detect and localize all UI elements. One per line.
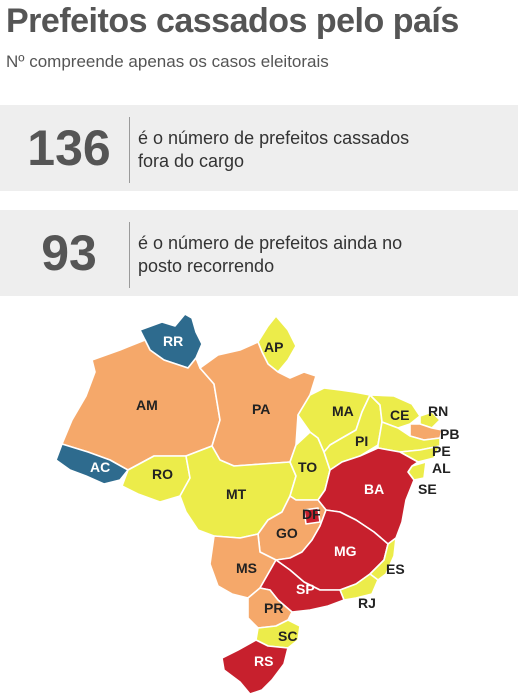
page-title: Prefeitos cassados pelo país xyxy=(6,2,459,40)
stat-box-removed: 136 é o número de prefeitos cassados for… xyxy=(0,105,518,191)
page-subtitle: Nº compreende apenas os casos eleitorais xyxy=(6,52,329,71)
state-pr xyxy=(247,587,293,629)
state-label-sp: SP xyxy=(296,581,315,597)
stat-description: é o número de prefeitos ainda no posto r… xyxy=(138,232,498,278)
state-label-ro: RO xyxy=(152,466,173,482)
stat-divider xyxy=(129,222,130,288)
state-rn xyxy=(419,411,441,429)
state-label-am: AM xyxy=(136,397,158,413)
state-df xyxy=(303,507,321,525)
state-label-rs: RS xyxy=(254,653,273,669)
state-label-ap: AP xyxy=(264,339,283,355)
state-label-rn: RN xyxy=(428,403,448,419)
stat-description-line: é o número de prefeitos cassados xyxy=(138,128,410,148)
state-label-ac: AC xyxy=(90,459,110,475)
state-label-rr: RR xyxy=(163,333,183,349)
state-label-al: AL xyxy=(432,460,451,476)
state-label-pe: PE xyxy=(432,443,451,459)
state-label-ms: MS xyxy=(236,560,257,576)
state-label-es: ES xyxy=(386,561,405,577)
brazil-map: RR AP AM PA AC RO MT MA PI CE RN PB PE A… xyxy=(55,313,459,695)
state-rj xyxy=(339,573,379,601)
state-label-go: GO xyxy=(276,525,298,541)
state-es xyxy=(369,537,397,581)
stat-description-line: fora do cargo xyxy=(138,151,245,171)
stat-description: é o número de prefeitos cassados fora do… xyxy=(138,127,498,173)
state-label-pb: PB xyxy=(440,426,459,442)
stat-description-line: é o número de prefeitos ainda no xyxy=(138,233,403,253)
state-label-to: TO xyxy=(298,459,317,475)
stat-value: 136 xyxy=(27,120,111,176)
state-label-mg: MG xyxy=(334,543,357,559)
state-label-df: DF xyxy=(302,506,321,522)
state-label-rj: RJ xyxy=(358,595,376,611)
stat-divider xyxy=(129,117,130,183)
state-label-pi: PI xyxy=(355,433,368,449)
stat-box-appealing: 93 é o número de prefeitos ainda no post… xyxy=(0,210,518,296)
state-ac xyxy=(55,443,129,485)
state-rs xyxy=(221,639,289,695)
state-label-sc: SC xyxy=(278,628,297,644)
state-label-ba: BA xyxy=(364,481,384,497)
state-label-ma: MA xyxy=(332,403,354,419)
state-label-ce: CE xyxy=(390,407,409,423)
state-label-pr: PR xyxy=(264,600,283,616)
state-label-pa: PA xyxy=(252,401,270,417)
state-label-se: SE xyxy=(418,481,437,497)
stat-description-line: posto recorrendo xyxy=(138,256,275,276)
state-label-mt: MT xyxy=(226,486,247,502)
stat-value: 93 xyxy=(41,225,97,281)
